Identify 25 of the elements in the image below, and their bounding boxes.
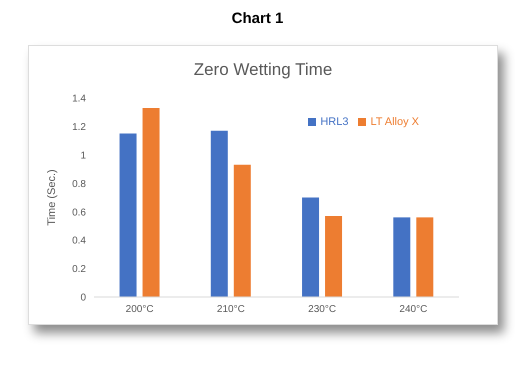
bar xyxy=(142,108,160,297)
x-tick-label: 230°C xyxy=(308,304,336,316)
chart-subtitle: Zero Wetting Time xyxy=(192,60,334,80)
y-axis-title: Time (Sec.) xyxy=(46,169,58,226)
legend-label: HRL3 xyxy=(320,116,348,128)
y-tick-label: 1 xyxy=(80,150,86,162)
bar xyxy=(120,134,137,297)
y-tick-label: 1.4 xyxy=(72,94,86,105)
x-tick-label: 210°C xyxy=(216,304,245,316)
bar xyxy=(325,216,342,297)
bar xyxy=(302,198,320,297)
legend-label: LT Alloy X xyxy=(370,116,419,128)
bar xyxy=(393,217,410,297)
y-tick-label: 0.8 xyxy=(72,178,86,190)
y-tick-label: 0.4 xyxy=(72,236,86,247)
x-tick-label: 240°C xyxy=(399,304,428,316)
bar xyxy=(234,164,251,297)
y-tick-label: 0.6 xyxy=(72,207,86,218)
y-tick-label: 1.2 xyxy=(72,122,86,133)
chart-title: Chart 1 xyxy=(230,10,284,27)
y-tick-label: 0.2 xyxy=(72,264,86,276)
bar xyxy=(416,217,434,297)
bar xyxy=(210,130,228,297)
x-tick-label: 200°C xyxy=(126,304,154,316)
y-tick-label: 0 xyxy=(80,292,86,304)
